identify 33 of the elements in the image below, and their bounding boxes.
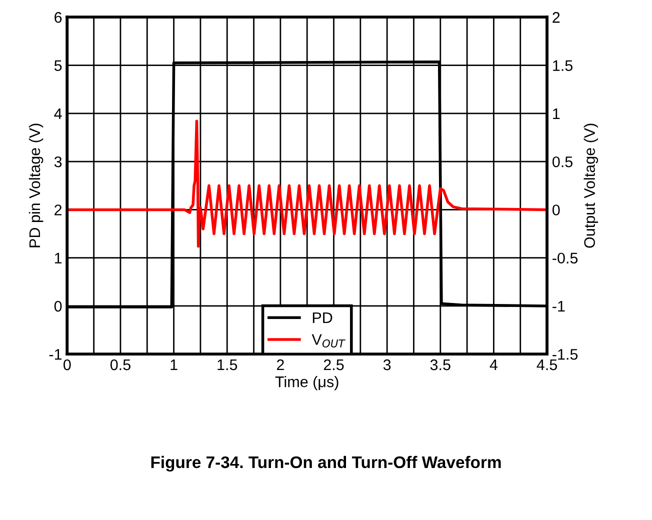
y2-tick-label: 0 <box>552 204 560 216</box>
x-tick-label: 2 <box>276 359 284 370</box>
x-axis-title: Time (μs) <box>275 376 338 390</box>
x-tick-label: 1.5 <box>218 360 238 370</box>
y2-tick-label: 0.5 <box>552 156 572 168</box>
y-tick-label: 6 <box>54 12 62 23</box>
line-series <box>67 120 548 248</box>
legend-label: PD <box>312 312 332 323</box>
x-tick-label: 4 <box>490 360 498 370</box>
y2-tick-label: -1 <box>552 301 565 312</box>
y2-tick-label: 1.5 <box>553 60 572 71</box>
x-tick-label: 2.5 <box>324 359 344 370</box>
y-tick-label: 5 <box>54 60 62 71</box>
y2-tick-label: -1.5 <box>552 349 578 360</box>
x-tick-label: 0.5 <box>110 359 130 370</box>
y-axis-title: PD pin Voltage (V) <box>28 124 44 248</box>
y-tick-label: 3 <box>54 156 62 168</box>
y2-tick-label: -0.5 <box>552 252 578 264</box>
text: Figure 7-34. Turn-On and Turn-Off Waveform <box>151 456 501 472</box>
y-tick-label: -1 <box>49 349 62 360</box>
x-tick-label: 4.5 <box>536 360 558 370</box>
x-tick-label: 3.5 <box>430 359 450 370</box>
y-tick-label: 4 <box>54 108 62 119</box>
y-tick-label: 0 <box>54 300 62 312</box>
y2-tick-label: 1 <box>553 108 560 119</box>
y2-tick-label: 2 <box>552 12 560 23</box>
y-tick-label: 2 <box>54 204 62 216</box>
legend-label: V$_{OUT}$ <box>312 334 346 348</box>
x-tick-label: 3 <box>383 359 391 370</box>
x-tick-label: 0 <box>64 359 71 370</box>
y2-axis-title: Output Voltage (V) <box>584 124 598 248</box>
x-tick-label: 1 <box>170 360 178 370</box>
y-tick-label: 1 <box>54 252 62 264</box>
